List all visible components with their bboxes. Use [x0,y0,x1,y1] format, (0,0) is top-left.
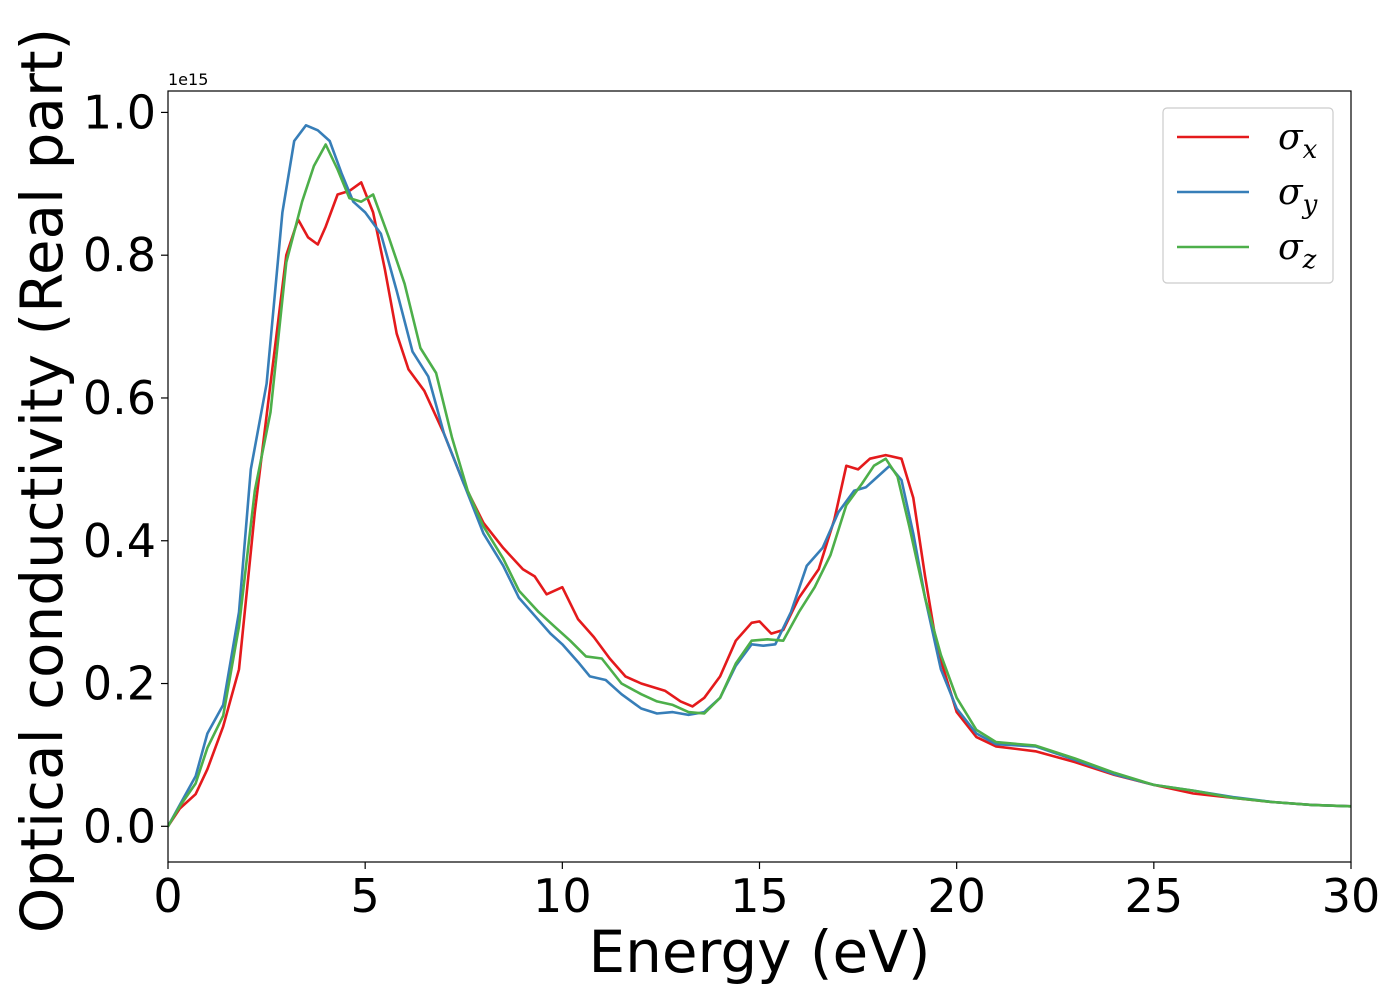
x-tick-label: 10 [533,869,592,923]
series-line-sigma-x [168,181,1351,828]
x-tick-label: 15 [730,869,789,923]
y-tick-label: 0.0 [83,799,156,853]
y-tick-label: 0.4 [83,514,156,568]
y-axis-label: Optical conductivity (Real part) [8,28,76,933]
ticks-layer: 0 5 10 15 20 25 30 0.0 0.2 0.4 0.6 0.8 1.0 [83,85,1380,923]
x-tick-label: 5 [351,869,380,923]
y-offset-label: 1e15 [168,70,208,89]
x-tick-label: 30 [1322,869,1381,923]
series-line-sigma-y [168,124,1351,828]
y-tick-label: 0.6 [83,371,156,425]
y-tick-label: 1.0 [83,85,156,139]
x-tick-label: 0 [153,869,182,923]
y-tick-label: 0.8 [83,228,156,282]
y-tick-label: 0.2 [83,657,156,711]
legend-box [1162,107,1334,284]
x-tick-label: 25 [1125,869,1184,923]
series-line-sigma-z [168,143,1351,828]
x-tick-label: 20 [927,869,986,923]
series-layer [168,124,1351,828]
x-axis-label: Energy (eV) [588,918,930,986]
